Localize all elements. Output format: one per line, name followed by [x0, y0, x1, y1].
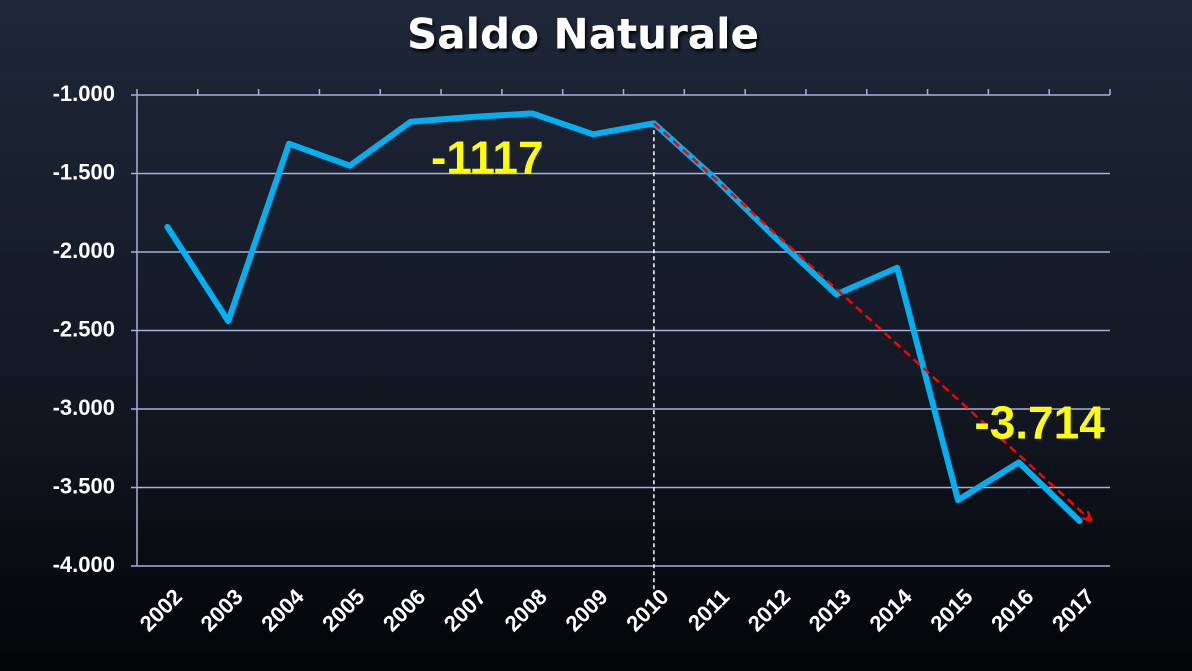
series-line	[164, 110, 1083, 525]
value-label: -1117	[431, 132, 544, 184]
y-tick-label: -3.500	[53, 473, 115, 498]
y-tick-label: -1.000	[53, 81, 115, 106]
y-tick-label: -4.000	[53, 552, 115, 577]
y-tick-label: -2.000	[53, 238, 115, 263]
y-tick-label: -2.500	[53, 316, 115, 341]
y-tick-label: -3.000	[53, 395, 115, 420]
chart-title: Saldo Naturale	[407, 10, 759, 59]
value-label: -3.714	[974, 396, 1105, 448]
y-tick-label: -1.500	[53, 159, 115, 184]
trend-line	[653, 122, 1090, 519]
